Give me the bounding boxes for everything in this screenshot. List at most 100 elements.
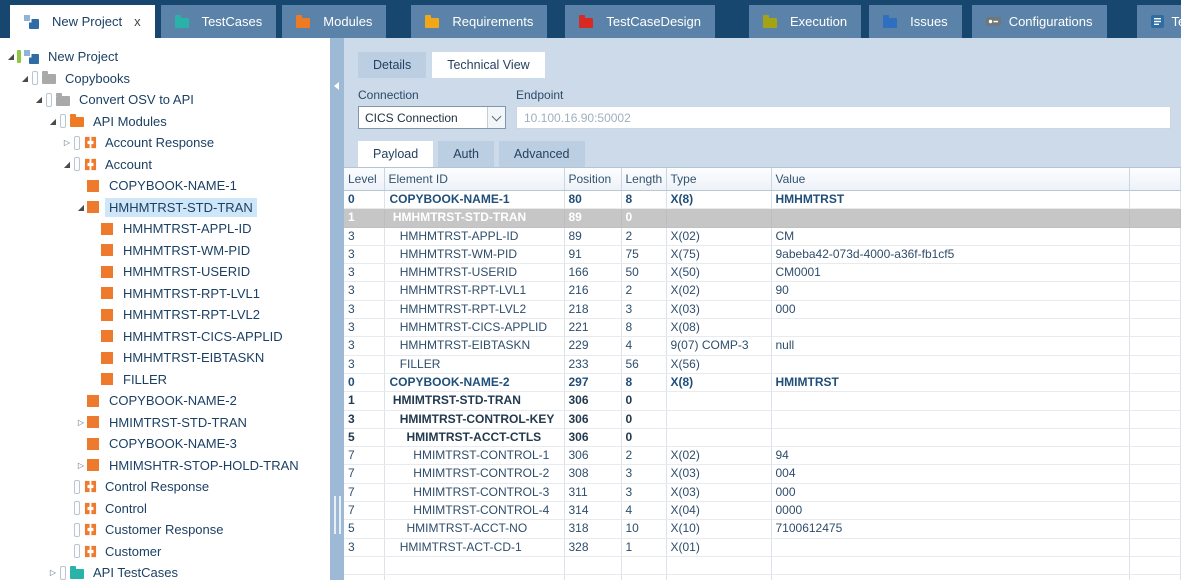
cell-type: X(01)	[666, 538, 772, 557]
tree-item-hmimtrst-std-tran[interactable]: ▷ HMIMTRST-STD-TRAN	[0, 412, 330, 434]
collapse-left-icon[interactable]	[334, 82, 339, 90]
window-tab-new-project[interactable]: New Project x	[10, 5, 155, 38]
window-tab-execution[interactable]: Execution	[749, 5, 862, 38]
folder-icon	[763, 14, 778, 28]
window-tab-testcases[interactable]: TestCases	[160, 5, 277, 38]
window-tab-label: TestPlanning	[1171, 14, 1181, 29]
tree-item-hmimshtr-stop-hold-tran[interactable]: ▷ HMIMSHTR-STOP-HOLD-TRAN	[0, 455, 330, 477]
tree-item-api-modules[interactable]: ◢ API Modules	[0, 111, 330, 133]
window-tab-testcasedesign[interactable]: TestCaseDesign	[565, 5, 716, 38]
grid-row-copybook-name-1[interactable]: 0 COPYBOOK-NAME-1 80 8 X(8) HMHMTRST	[344, 190, 1181, 210]
connection-select[interactable]: CICS Connection	[358, 106, 506, 129]
grid-row-hmhmtrst-std-tran[interactable]: 1 HMHMTRST-STD-TRAN 89 0	[344, 208, 1181, 228]
field-icon	[87, 394, 99, 407]
window-tab-modules[interactable]: Modules	[282, 5, 387, 38]
grid-row-hmimtrst-control-4[interactable]: 7 HMIMTRST-CONTROL-4 314 4 X(04) 0000	[344, 501, 1181, 521]
close-icon[interactable]: x	[134, 14, 141, 29]
project-icon	[24, 14, 39, 29]
grid-row-filler[interactable]: 3 FILLER 233 56 X(56)	[344, 355, 1181, 374]
view-tab-technical-view[interactable]: Technical View	[432, 52, 545, 78]
grid-row-hmimtrst-acct-ctls[interactable]: 5 HMIMTRST-ACCT-CTLS 306 0	[344, 428, 1181, 448]
expander-expanded-icon[interactable]: ◢	[35, 95, 43, 105]
grid-row-hmhmtrst-cics-applid[interactable]: 3 HMHMTRST-CICS-APPLID 221 8 X(08)	[344, 318, 1181, 338]
tree-item-new-project[interactable]: ◢ New Project	[0, 46, 330, 68]
grid-row-hmimtrst-control-3[interactable]: 7 HMIMTRST-CONTROL-3 311 3 X(03) 000	[344, 483, 1181, 503]
field-icon	[101, 330, 113, 343]
cell-type	[666, 428, 772, 448]
window-tab-requirements[interactable]: Requirements	[411, 5, 548, 38]
grid-row-hmhmtrst-userid[interactable]: 3 HMHMTRST-USERID 166 50 X(50) CM0001	[344, 263, 1181, 283]
grid-row-hmhmtrst-rpt-lvl1[interactable]: 3 HMHMTRST-RPT-LVL1 216 2 X(02) 90	[344, 281, 1181, 301]
grid-row-hmimtrst-std-tran[interactable]: 1 HMIMTRST-STD-TRAN 306 0	[344, 391, 1181, 411]
grid-row-hmimtrst-acct-no[interactable]: 5 HMIMTRST-ACCT-NO 318 10 X(10) 7100612475	[344, 519, 1181, 539]
window-tab-issues[interactable]: Issues	[869, 5, 962, 38]
panel-splitter[interactable]	[330, 38, 344, 580]
tree-item-hmhmtrst-rpt-lvl1[interactable]: HMHMTRST-RPT-LVL1	[0, 283, 330, 305]
expander-expanded-icon[interactable]: ◢	[49, 116, 57, 126]
tree-item-hmhmtrst-appl-id[interactable]: HMHMTRST-APPL-ID	[0, 218, 330, 240]
expander-expanded-icon[interactable]: ◢	[7, 52, 15, 62]
grid-row-hmhmtrst-wm-pid[interactable]: 3 HMHMTRST-WM-PID 91 75 X(75) 9abeba42-073d-4…	[344, 245, 1181, 265]
grid-row-hmimtrst-control-key[interactable]: 3 HMIMTRST-CONTROL-KEY 306 0	[344, 410, 1181, 429]
payload-tab-advanced[interactable]: Advanced	[498, 141, 585, 167]
grid-row-hmimtrst-control-2[interactable]: 7 HMIMTRST-CONTROL-2 308 3 X(03) 004	[344, 464, 1181, 484]
tree-item-api-testcases[interactable]: ▷ API TestCases	[0, 562, 330, 580]
cell-element-id: HMIMTRST-ACT-CD-1	[384, 538, 565, 557]
tree-item-convert-osv-to-api[interactable]: ◢ Convert OSV to API	[0, 89, 330, 111]
tree-item-filler[interactable]: FILLER	[0, 369, 330, 391]
grid-row-hmimtrst-act-cd-1[interactable]: 3 HMIMTRST-ACT-CD-1 328 1 X(01)	[344, 538, 1181, 557]
expander-collapsed-icon[interactable]: ▷	[49, 568, 57, 578]
column-header-element-id[interactable]: Element ID	[384, 168, 565, 191]
expander-collapsed-icon[interactable]: ▷	[77, 417, 85, 427]
tree-item-customer-response[interactable]: Customer Response	[0, 519, 330, 541]
chevron-down-icon[interactable]	[487, 107, 505, 128]
tree-item-hmhmtrst-rpt-lvl2[interactable]: HMHMTRST-RPT-LVL2	[0, 304, 330, 326]
grid-row-hmimtrst-control-1[interactable]: 7 HMIMTRST-CONTROL-1 306 2 X(02) 94	[344, 446, 1181, 466]
tree-item-hmhmtrst-wm-pid[interactable]: HMHMTRST-WM-PID	[0, 240, 330, 262]
window-tab-testplanning[interactable]: TestPlanning	[1136, 5, 1181, 38]
column-header-type[interactable]: Type	[666, 168, 772, 191]
tree-item-customer[interactable]: Customer	[0, 541, 330, 563]
cell-element-id: HMHMTRST-USERID	[384, 263, 565, 283]
field-icon	[87, 437, 99, 450]
cell-type: X(75)	[666, 245, 772, 265]
cell-element-id: HMIMTRST-CONTROL-3	[384, 483, 565, 503]
cell-value	[771, 538, 1130, 557]
grid-row-hmhmtrst-rpt-lvl2[interactable]: 3 HMHMTRST-RPT-LVL2 218 3 X(03) 000	[344, 300, 1181, 320]
view-tab-details[interactable]: Details	[358, 52, 427, 78]
grid-row-hmhmtrst-eibtaskn[interactable]: 3 HMHMTRST-EIBTASKN 229 4 9(07) COMP-3 null	[344, 336, 1181, 356]
tree-item-control[interactable]: Control	[0, 498, 330, 520]
tree-item-copybook-name-1[interactable]: COPYBOOK-NAME-1	[0, 175, 330, 197]
column-header-position[interactable]: Position	[564, 168, 622, 191]
expander-expanded-icon[interactable]: ◢	[21, 73, 29, 83]
grid-row-copybook-name-2[interactable]: 0 COPYBOOK-NAME-2 297 8 X(8) HMIMTRST	[344, 373, 1181, 393]
column-header-level[interactable]: Level	[344, 168, 385, 191]
tree-item-hmhmtrst-userid[interactable]: HMHMTRST-USERID	[0, 261, 330, 283]
column-header-value[interactable]: Value	[771, 168, 1130, 191]
cell-level: 3	[344, 318, 385, 338]
tree-item-account-response[interactable]: ▷ Account Response	[0, 132, 330, 154]
payload-tab-payload[interactable]: Payload	[358, 141, 434, 167]
cell-position: 297	[564, 373, 622, 393]
tree-item-hmhmtrst-eibtaskn[interactable]: HMHMTRST-EIBTASKN	[0, 347, 330, 369]
tree-item-hmhmtrst-std-tran[interactable]: ◢ HMHMTRST-STD-TRAN	[0, 197, 330, 219]
tree-item-control-response[interactable]: Control Response	[0, 476, 330, 498]
cell-position: 166	[564, 263, 622, 283]
window-tab-configurations[interactable]: Configurations	[971, 5, 1107, 38]
tree-item-hmhmtrst-cics-applid[interactable]: HMHMTRST-CICS-APPLID	[0, 326, 330, 348]
cell-length: 75	[621, 245, 667, 265]
tree-item-copybook-name-2[interactable]: COPYBOOK-NAME-2	[0, 390, 330, 412]
expander-expanded-icon[interactable]: ◢	[77, 202, 85, 212]
connection-select-value: CICS Connection	[365, 110, 458, 125]
tree-item-copybook-name-3[interactable]: COPYBOOK-NAME-3	[0, 433, 330, 455]
endpoint-input[interactable]: 10.100.16.90:50002	[516, 106, 1171, 129]
expander-expanded-icon[interactable]: ◢	[63, 159, 71, 169]
cell-position: 229	[564, 336, 622, 356]
payload-tab-auth[interactable]: Auth	[438, 141, 494, 167]
grid-row-hmhmtrst-appl-id[interactable]: 3 HMHMTRST-APPL-ID 89 2 X(02) CM	[344, 227, 1181, 246]
tree-item-copybooks[interactable]: ◢ Copybooks	[0, 68, 330, 90]
expander-collapsed-icon[interactable]: ▷	[77, 460, 85, 470]
tree-item-account[interactable]: ◢ Account	[0, 154, 330, 176]
column-header-length[interactable]: Length	[621, 168, 667, 191]
expander-collapsed-icon[interactable]: ▷	[63, 138, 71, 148]
